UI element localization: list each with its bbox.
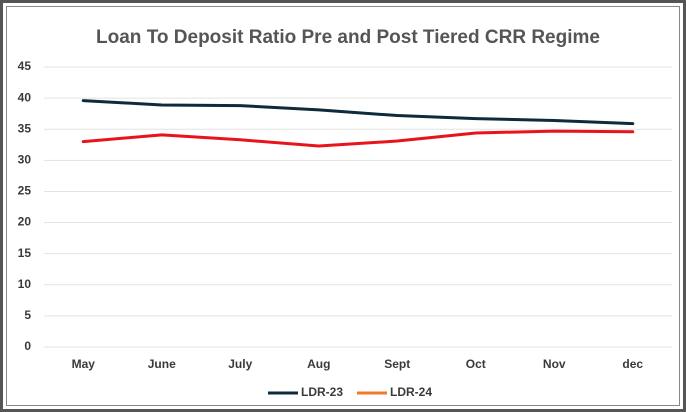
x-tick-label: dec: [622, 357, 643, 371]
series-line: [81, 129, 635, 148]
y-tick-label: 10: [18, 277, 32, 291]
y-tick-label: 15: [18, 246, 32, 260]
chart-title: Loan To Deposit Ratio Pre and Post Tiere…: [96, 27, 600, 48]
x-tick-label: Aug: [307, 357, 330, 371]
y-tick-label: 25: [18, 184, 32, 198]
inner-frame: [6, 6, 680, 406]
x-tick-label: June: [148, 357, 176, 371]
y-tick-label: 40: [18, 90, 32, 104]
x-tick-label: May: [72, 357, 96, 371]
x-tick-label: Oct: [466, 357, 486, 371]
x-tick-label: Sept: [384, 357, 410, 371]
legend-label: LDR-23: [301, 385, 343, 399]
y-tick-label: 5: [24, 308, 31, 322]
legend-label: LDR-24: [390, 385, 432, 399]
y-tick-label: 45: [18, 59, 32, 73]
y-tick-label: 30: [18, 153, 32, 167]
y-tick-label: 35: [18, 121, 32, 135]
y-tick-label: 20: [18, 215, 32, 229]
y-tick-label: 0: [24, 339, 31, 353]
series-line: [81, 99, 635, 126]
x-tick-label: July: [228, 357, 252, 371]
x-tick-label: Nov: [543, 357, 566, 371]
